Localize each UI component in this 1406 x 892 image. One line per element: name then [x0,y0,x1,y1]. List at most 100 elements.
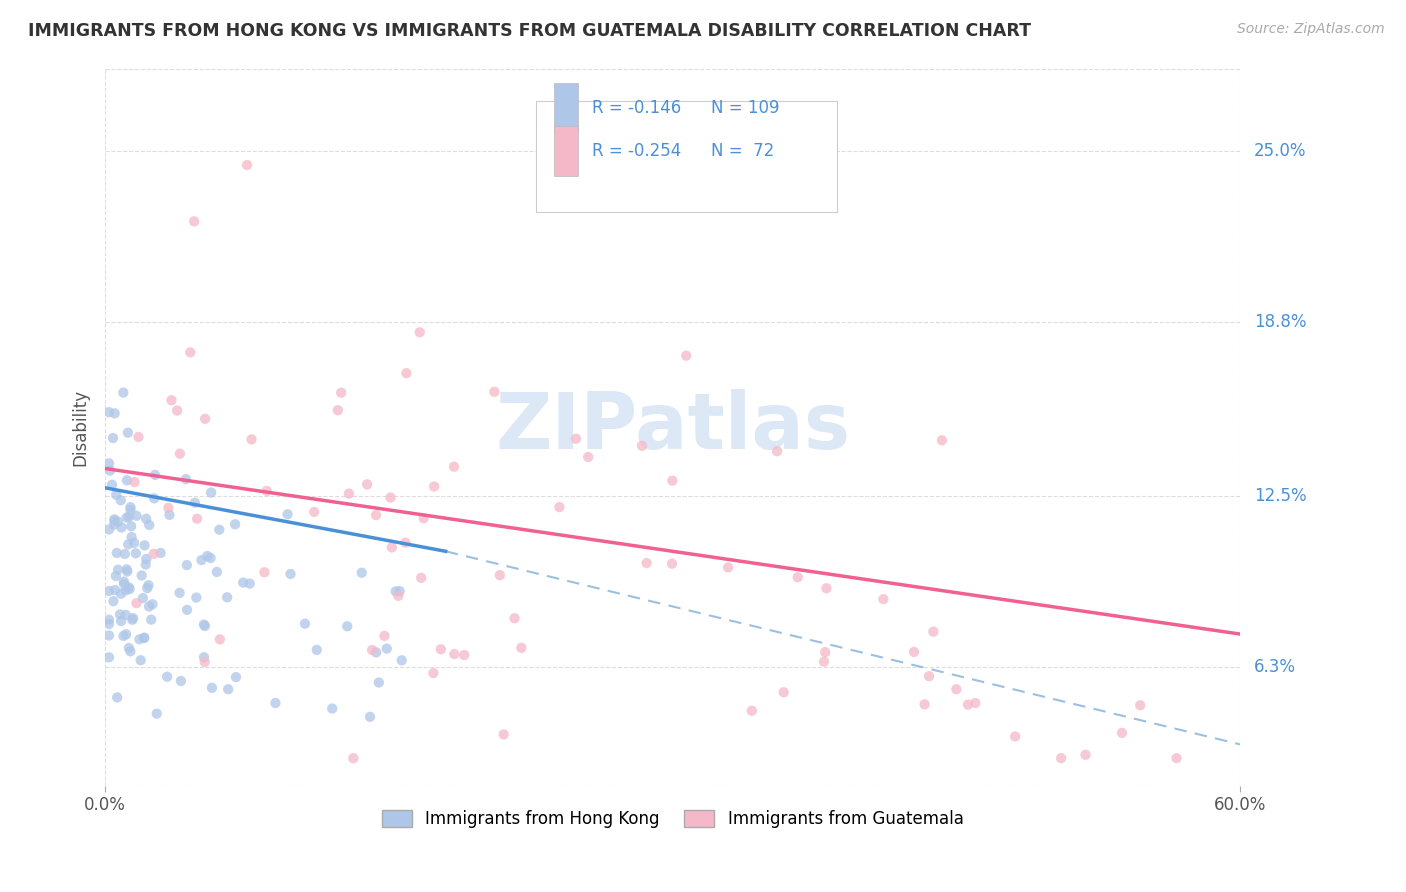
Point [872,592,894,607]
Point [101,477,124,491]
Point [412,511,434,525]
Legend: Immigrants from Hong Kong, Immigrants from Guatemala: Immigrants from Hong Kong, Immigrants fr… [375,804,970,835]
Text: 18.8%: 18.8% [1254,313,1306,331]
Point [121,613,143,627]
Point [337,486,360,500]
Point [179,345,201,359]
Point [115,627,138,641]
Point [903,645,925,659]
Point [125,596,148,610]
Point [118,509,141,524]
Point [236,158,259,172]
Point [132,591,155,606]
Point [122,536,145,550]
Text: 6.3%: 6.3% [1254,658,1296,676]
Point [135,512,157,526]
Point [98,617,121,632]
Point [717,560,740,574]
Point [134,538,156,552]
Point [141,597,163,611]
Point [395,366,418,380]
Point [112,629,135,643]
Point [134,631,156,645]
Text: N = 109: N = 109 [711,99,780,117]
Point [120,519,142,533]
Point [98,583,121,598]
Point [115,562,138,576]
Point [98,628,121,642]
Point [118,582,141,596]
Text: R = -0.254: R = -0.254 [592,142,682,160]
Point [114,583,136,598]
Point [264,696,287,710]
Point [576,450,599,464]
Point [176,558,198,572]
Point [110,587,132,601]
Point [922,624,945,639]
Point [430,642,453,657]
Point [484,384,506,399]
Point [125,546,148,560]
Point [205,565,228,579]
Point [107,563,129,577]
Point [443,647,465,661]
Point [103,517,125,532]
Point [814,645,837,659]
Point [232,575,254,590]
Point [201,681,224,695]
Point [193,617,215,632]
Point [138,578,160,592]
Point [117,537,139,551]
Point [190,553,212,567]
Point [675,349,697,363]
Point [176,603,198,617]
Point [104,582,127,597]
Point [367,675,389,690]
Point [772,685,794,699]
Point [98,456,121,470]
Point [117,565,139,579]
Point [98,405,121,419]
Point [225,670,247,684]
Point [105,690,128,705]
Point [565,432,588,446]
Point [661,557,683,571]
Point [813,655,835,669]
Point [388,584,411,599]
Point [256,483,278,498]
Point [1111,726,1133,740]
Point [120,503,142,517]
Point [160,393,183,408]
Point [1074,747,1097,762]
Point [411,571,433,585]
Text: 25.0%: 25.0% [1254,143,1306,161]
Point [115,473,138,487]
Point [373,629,395,643]
Point [302,505,325,519]
Point [114,607,136,622]
Point [453,648,475,662]
Point [135,552,157,566]
Point [224,517,246,532]
Text: IMMIGRANTS FROM HONG KONG VS IMMIGRANTS FROM GUATEMALA DISABILITY CORRELATION CH: IMMIGRANTS FROM HONG KONG VS IMMIGRANTS … [28,22,1031,40]
Point [135,558,157,572]
Point [132,631,155,645]
Point [741,704,763,718]
Point [200,551,222,566]
Point [208,632,231,647]
Point [186,512,208,526]
Point [200,485,222,500]
Point [112,574,135,589]
Point [321,701,343,715]
Point [110,520,132,534]
Point [965,696,987,710]
Point [239,576,262,591]
Point [956,698,979,712]
Point [98,650,121,665]
Point [815,582,838,596]
Point [409,326,432,340]
Point [914,698,936,712]
Point [1129,698,1152,713]
Point [510,640,533,655]
Point [364,508,387,522]
